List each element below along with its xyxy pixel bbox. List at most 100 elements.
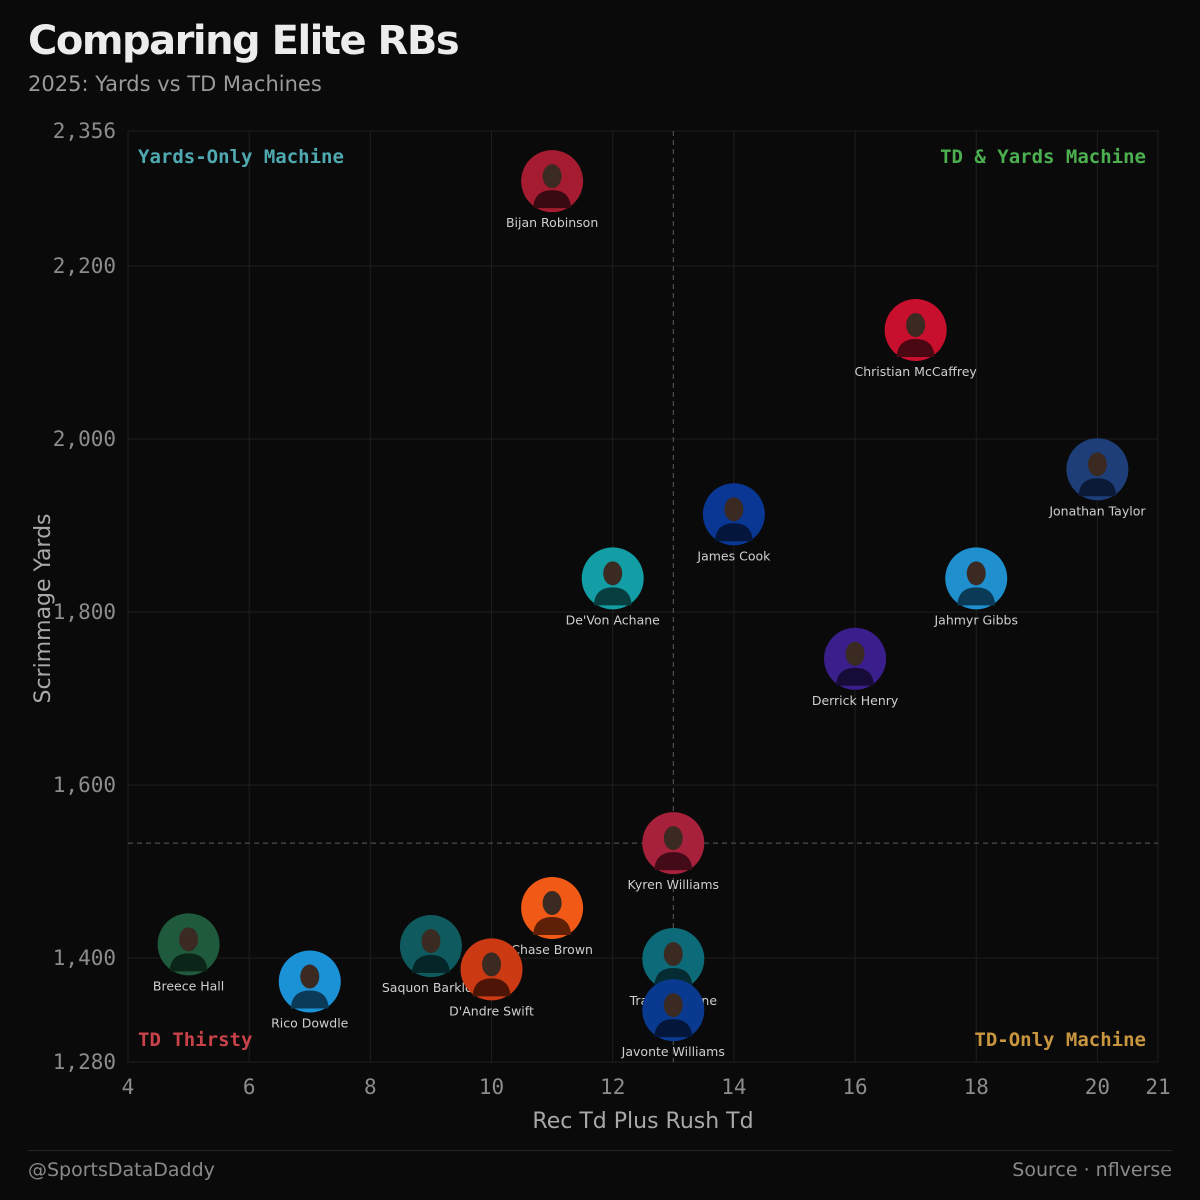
player-point: Javonte Williams [621, 979, 725, 1059]
player-point: Chase Brown [511, 876, 593, 957]
player-avatar-icon [896, 313, 935, 358]
player-point: Derrick Henry [812, 627, 899, 708]
player-point: James Cook [696, 483, 771, 563]
player-point: Jonathan Taylor [1048, 438, 1146, 518]
player-shoulders [472, 978, 511, 997]
player-name-label: Christian McCaffrey [854, 364, 977, 379]
player-head [300, 964, 320, 989]
player-point: De'Von Achane [566, 547, 661, 627]
y-tick-label: 2,000 [53, 427, 116, 451]
player-point: Jahmyr Gibbs [933, 547, 1018, 627]
player-head [542, 164, 562, 189]
page-subtitle: 2025: Yards vs TD Machines [28, 72, 322, 96]
player-avatar-icon [472, 952, 511, 997]
player-avatar-icon [533, 890, 572, 935]
player-avatar-icon [411, 929, 450, 974]
x-tick-label: 10 [479, 1075, 504, 1099]
footer-handle: @SportsDataDaddy [28, 1159, 215, 1181]
player-name-label: D'Andre Swift [449, 1003, 534, 1018]
player-avatar-icon [957, 561, 996, 606]
player-avatar-icon [593, 561, 632, 606]
x-tick-label: 18 [964, 1075, 989, 1099]
player-shoulders [714, 523, 753, 542]
player-point: Breece Hall [153, 913, 224, 993]
player-name-label: Jonathan Taylor [1048, 503, 1146, 518]
player-head [663, 826, 683, 851]
player-shoulders [654, 1019, 693, 1038]
x-tick-label: 12 [600, 1075, 625, 1099]
y-tick-label: 1,280 [53, 1050, 116, 1074]
player-name-label: Kyren Williams [628, 877, 719, 892]
player-point: Bijan Robinson [506, 150, 598, 230]
x-tick-label: 4 [122, 1075, 135, 1099]
footer-source: Source · nflverse [1012, 1159, 1172, 1181]
x-tick-label: 20 [1085, 1075, 1110, 1099]
data-points: Bijan Robinson Christian McCaffrey Jonatha… [153, 150, 1146, 1059]
player-head [603, 561, 623, 586]
player-shoulders [411, 955, 450, 974]
player-head [663, 993, 683, 1018]
player-name-label: Chase Brown [511, 942, 593, 957]
player-point: Rico Dowdle [271, 950, 349, 1031]
player-name-label: Breece Hall [153, 978, 224, 993]
player-head [421, 929, 441, 954]
y-tick-label: 1,600 [53, 773, 116, 797]
quadrant-label: TD Thirsty [138, 1029, 252, 1051]
quadrant-label: TD & Yards Machine [940, 146, 1146, 168]
player-avatar-icon [290, 964, 329, 1009]
quadrant-labels: Yards-Only Machine TD & Yards Machine TD T… [138, 146, 1146, 1051]
footer-divider [28, 1150, 1172, 1151]
player-avatar-icon [169, 927, 208, 972]
reference-lines [128, 131, 1158, 1062]
player-shoulders [169, 953, 208, 972]
player-shoulders [533, 190, 572, 209]
player-name-label: De'Von Achane [566, 612, 661, 627]
player-head [845, 641, 865, 666]
player-name-label: James Cook [696, 548, 771, 563]
y-axis-ticks: 1,280 1,400 1,600 1,800 2,000 2,200 2,356 [53, 119, 116, 1074]
player-point: D'Andre Swift [449, 938, 534, 1018]
plot-frame [127, 130, 1159, 1063]
player-head [1087, 452, 1107, 477]
x-tick-label: 16 [842, 1075, 867, 1099]
y-axis-label: Scrimmage Yards [31, 513, 56, 703]
player-name-label: Bijan Robinson [506, 215, 598, 230]
player-shoulders [533, 916, 572, 935]
player-head [724, 497, 744, 522]
x-axis-label: Rec Td Plus Rush Td [532, 1109, 753, 1134]
y-tick-label: 2,356 [53, 119, 116, 143]
x-tick-label: 14 [721, 1075, 746, 1099]
quadrant-label: TD-Only Machine [974, 1029, 1146, 1051]
player-avatar-icon [654, 826, 693, 871]
player-shoulders [654, 852, 693, 871]
page-title: Comparing Elite RBs [28, 18, 460, 64]
y-tick-label: 1,400 [53, 946, 116, 970]
y-tick-label: 1,800 [53, 600, 116, 624]
player-name-label: Jahmyr Gibbs [933, 612, 1018, 627]
x-tick-label: 21 [1145, 1075, 1170, 1099]
grid [127, 130, 1159, 1063]
player-head [542, 890, 562, 915]
y-tick-label: 2,200 [53, 254, 116, 278]
player-shoulders [290, 990, 329, 1009]
player-avatar-icon [714, 497, 753, 542]
x-tick-label: 8 [364, 1075, 377, 1099]
player-head [482, 952, 502, 977]
player-avatar-icon [1078, 452, 1117, 497]
player-name-label: Derrick Henry [812, 693, 899, 708]
player-shoulders [593, 587, 632, 606]
player-shoulders [836, 667, 875, 686]
x-axis-ticks: 4 6 8 10 12 14 16 18 20 21 [122, 1075, 1171, 1099]
player-head [663, 942, 683, 967]
player-name-label: Rico Dowdle [271, 1016, 349, 1031]
player-point: Christian McCaffrey [854, 299, 977, 379]
player-avatar-icon [533, 164, 572, 209]
player-point: Kyren Williams [628, 812, 719, 892]
player-name-label: Javonte Williams [621, 1044, 725, 1059]
player-shoulders [896, 339, 935, 358]
player-name-label: Saquon Barkley [382, 980, 481, 995]
x-tick-label: 6 [243, 1075, 256, 1099]
player-head [966, 561, 986, 586]
player-avatar-icon [654, 993, 693, 1038]
